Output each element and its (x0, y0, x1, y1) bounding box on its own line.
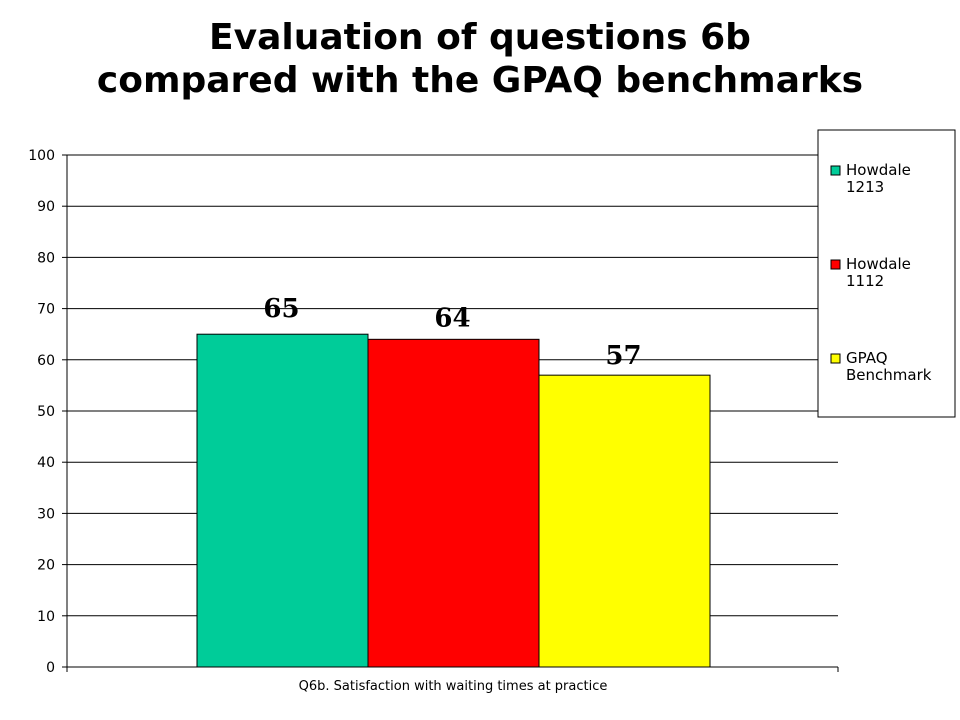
legend-label: 1213 (846, 178, 884, 196)
y-tick-label: 10 (37, 609, 55, 625)
data-label: 65 (263, 294, 299, 324)
y-tick-label: 100 (28, 148, 55, 164)
y-tick-label: 0 (46, 660, 55, 676)
y-tick-label: 50 (37, 404, 55, 420)
chart-title: Evaluation of questions 6b compared with… (0, 16, 960, 102)
legend-label: 1112 (846, 272, 884, 290)
bar-3 (538, 374, 711, 668)
data-label: 64 (434, 303, 470, 333)
y-tick-label: 30 (37, 506, 55, 522)
y-tick-label: 40 (37, 455, 55, 471)
bar-2 (367, 338, 540, 668)
bar-1 (196, 333, 369, 668)
y-tick-label: 20 (37, 558, 55, 574)
legend-swatch-2 (830, 259, 841, 270)
legend-box (817, 129, 956, 418)
legend-swatch-3 (830, 353, 841, 364)
legend-label: Howdale (846, 161, 911, 179)
y-tick-label: 90 (37, 199, 55, 215)
chart-title-line-1: Evaluation of questions 6b (209, 17, 751, 58)
legend-label: Benchmark (846, 366, 932, 384)
legend-label: GPAQ (846, 349, 888, 367)
x-category-label: Q6b. Satisfaction with waiting times at … (299, 679, 608, 694)
y-tick-label: 60 (37, 353, 55, 369)
y-tick-label: 70 (37, 302, 55, 318)
chart-title-line-2: compared with the GPAQ benchmarks (96, 60, 864, 101)
legend-label: Howdale (846, 255, 911, 273)
data-label: 57 (605, 341, 641, 371)
y-tick-label: 80 (37, 250, 55, 266)
legend-swatch-1 (830, 165, 841, 176)
